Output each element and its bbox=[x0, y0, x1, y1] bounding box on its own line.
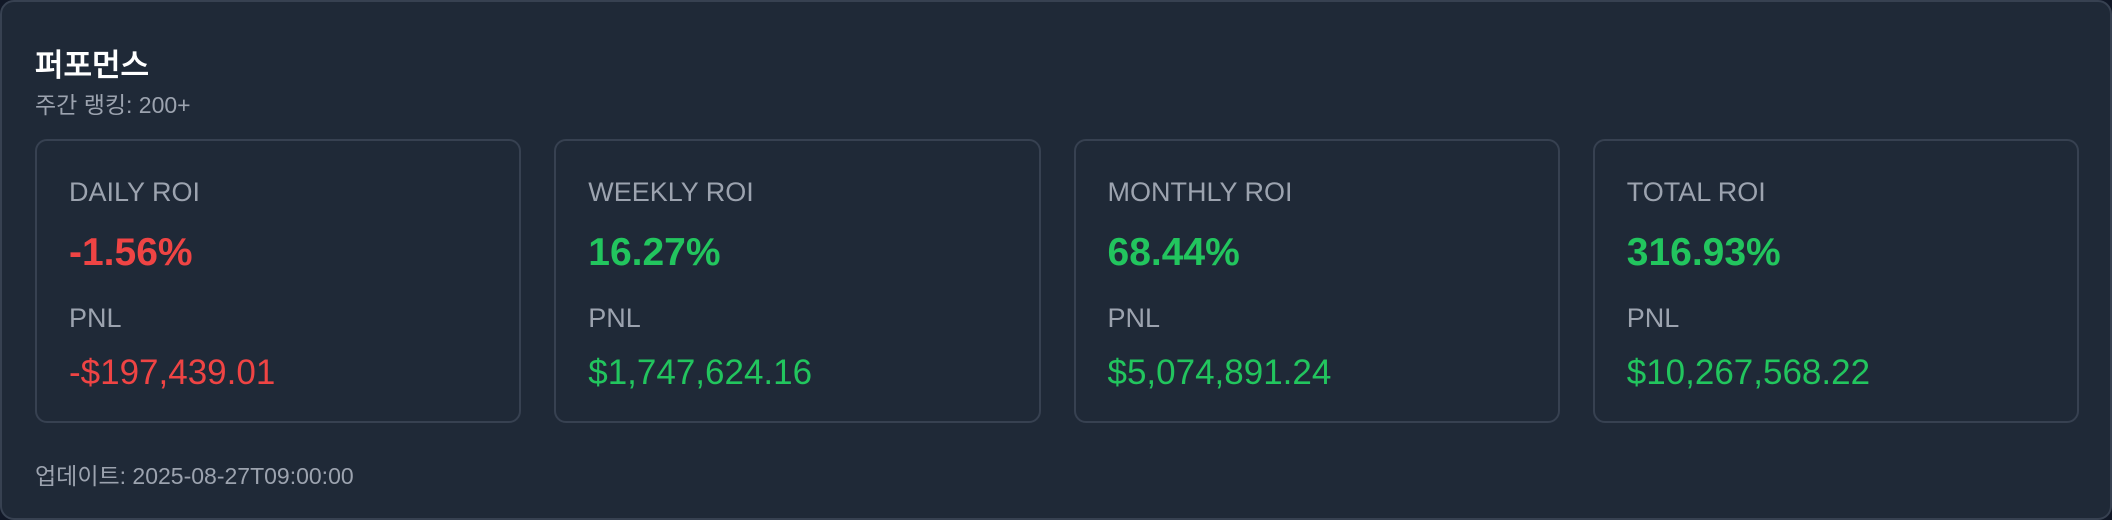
panel-title: 퍼포먼스 bbox=[35, 48, 150, 83]
roi-card: TOTAL ROI 316.93% PNL $10,267,568.22 bbox=[1592, 139, 2079, 423]
panel-subtitle: 주간 랭킹: 200+ bbox=[35, 92, 191, 118]
roi-value: -1.56% bbox=[69, 231, 193, 274]
roi-card: WEEKLY ROI 16.27% PNL $1,747,624.16 bbox=[554, 139, 1041, 423]
pnl-value: -$197,439.01 bbox=[69, 353, 276, 392]
roi-label: MONTHLY ROI bbox=[1107, 177, 1293, 207]
roi-card: DAILY ROI -1.56% PNL -$197,439.01 bbox=[35, 139, 522, 423]
pnl-label: PNL bbox=[1107, 303, 1161, 333]
card-row: DAILY ROI -1.56% PNL -$197,439.01 WEEKLY ROI… bbox=[35, 139, 2079, 423]
pnl-label: PNL bbox=[69, 303, 122, 333]
pnl-value: $5,074,891.24 bbox=[1107, 353, 1332, 392]
roi-label: TOTAL ROI bbox=[1626, 177, 1766, 207]
pnl-label: PNL bbox=[1626, 303, 1680, 333]
roi-value: 16.27% bbox=[588, 231, 721, 274]
roi-value: 68.44% bbox=[1107, 231, 1240, 274]
roi-label: WEEKLY ROI bbox=[588, 177, 754, 207]
pnl-label: PNL bbox=[588, 303, 641, 333]
roi-card: MONTHLY ROI 68.44% PNL $5,074,891.24 bbox=[1073, 139, 1560, 423]
roi-label: DAILY ROI bbox=[69, 177, 201, 207]
update-time: 업데이트: 2025-08-27T09:00:00 bbox=[35, 463, 354, 489]
roi-value: 316.93% bbox=[1626, 231, 1781, 274]
pnl-value: $10,267,568.22 bbox=[1626, 353, 1871, 392]
pnl-value: $1,747,624.16 bbox=[588, 353, 813, 392]
